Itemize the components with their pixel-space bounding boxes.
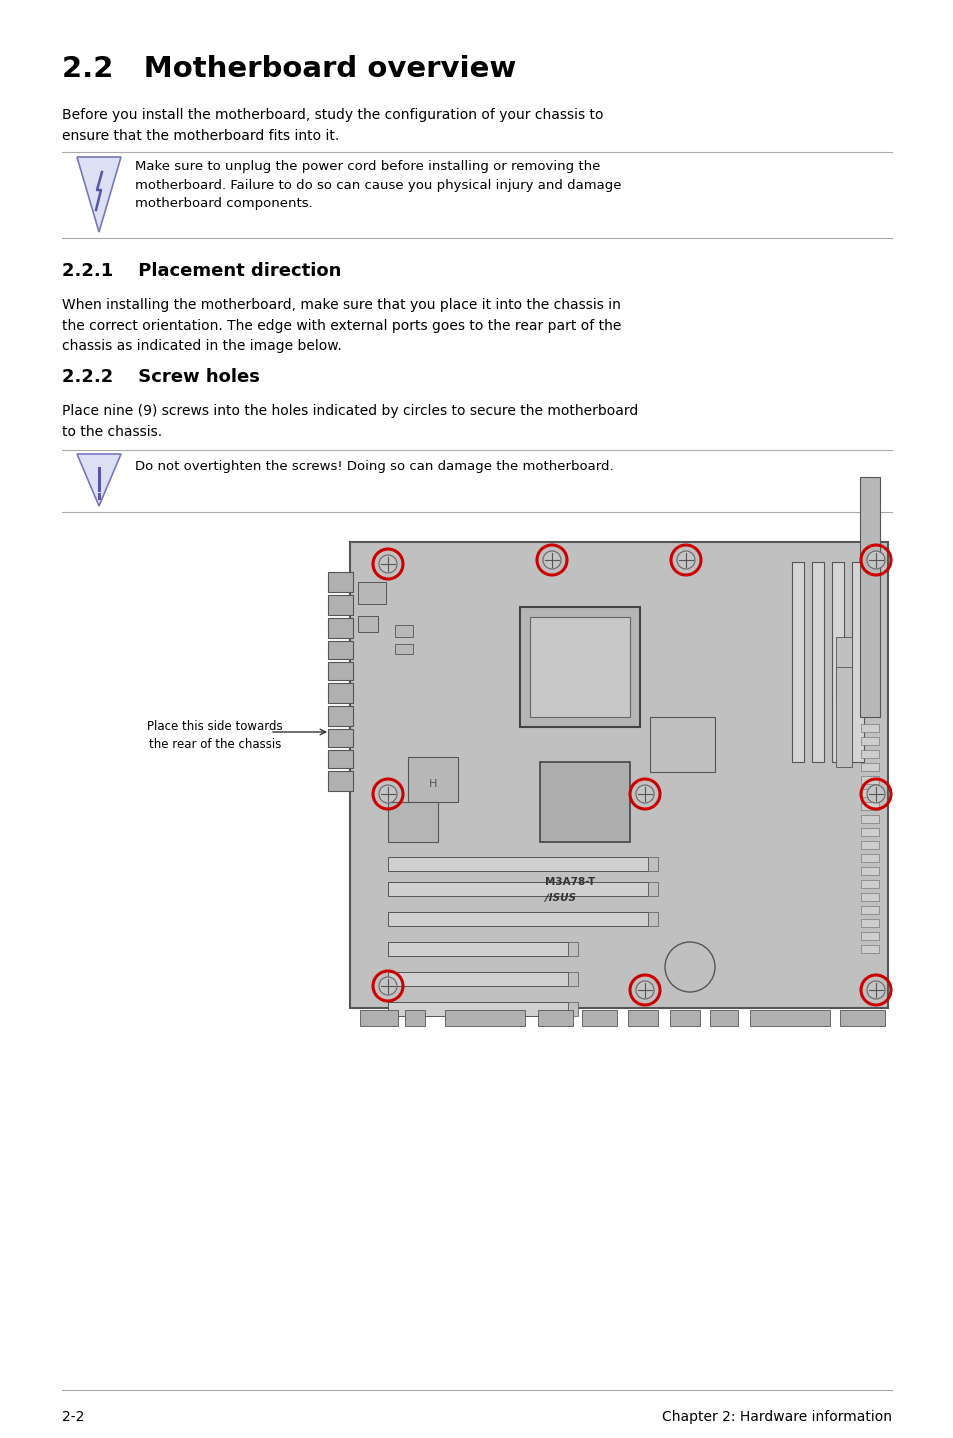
Bar	[388, 942, 567, 956]
Bar	[861, 815, 878, 823]
Bar	[388, 857, 647, 871]
Circle shape	[542, 551, 560, 569]
Bar	[861, 751, 878, 758]
Circle shape	[636, 981, 654, 999]
Bar	[851, 562, 863, 762]
Text: Chapter 2: Hardware information: Chapter 2: Hardware information	[661, 1411, 891, 1424]
Text: ∕ISUS: ∕ISUS	[544, 892, 576, 902]
Bar	[395, 626, 413, 637]
Bar	[649, 718, 714, 772]
Bar	[328, 572, 353, 592]
Bar	[861, 867, 878, 874]
Bar	[328, 683, 353, 703]
Text: Do not overtighten the screws! Doing so can damage the motherboard.: Do not overtighten the screws! Doing so …	[135, 460, 613, 473]
Bar	[861, 893, 878, 902]
Bar	[567, 972, 578, 986]
Circle shape	[664, 942, 714, 992]
Bar	[530, 617, 629, 718]
Bar	[647, 857, 658, 871]
Bar	[709, 1009, 738, 1025]
Bar	[861, 945, 878, 953]
Text: M3A78-T: M3A78-T	[544, 877, 595, 887]
Bar	[328, 771, 353, 791]
Bar	[359, 1009, 397, 1025]
Bar	[328, 706, 353, 726]
Bar	[395, 644, 413, 654]
Text: 2.2   Motherboard overview: 2.2 Motherboard overview	[62, 55, 516, 83]
Bar	[519, 607, 639, 728]
Bar	[357, 615, 377, 631]
Bar	[328, 729, 353, 746]
Bar	[627, 1009, 658, 1025]
Text: Place this side towards
the rear of the chassis: Place this side towards the rear of the …	[147, 720, 282, 751]
Bar	[861, 738, 878, 745]
Bar	[669, 1009, 700, 1025]
Bar	[567, 1002, 578, 1017]
Bar	[328, 595, 353, 615]
Text: When installing the motherboard, make sure that you place it into the chassis in: When installing the motherboard, make su…	[62, 298, 620, 354]
Circle shape	[378, 976, 396, 995]
Bar	[861, 789, 878, 797]
Bar	[861, 828, 878, 835]
Bar	[861, 802, 878, 810]
Text: Place nine (9) screws into the holes indicated by circles to secure the motherbo: Place nine (9) screws into the holes ind…	[62, 404, 638, 439]
Bar	[388, 881, 647, 896]
Text: 2-2: 2-2	[62, 1411, 84, 1424]
Bar	[388, 802, 437, 843]
Circle shape	[866, 551, 884, 569]
Text: H: H	[428, 779, 436, 789]
Bar	[328, 751, 353, 768]
Bar	[357, 582, 386, 604]
Bar	[581, 1009, 617, 1025]
Bar	[859, 477, 879, 718]
Bar	[749, 1009, 829, 1025]
Bar	[861, 854, 878, 861]
Bar	[861, 880, 878, 889]
Bar	[831, 562, 843, 762]
Bar	[539, 762, 629, 843]
Bar	[861, 841, 878, 848]
Bar	[328, 661, 353, 680]
Text: Make sure to unplug the power cord before installing or removing the
motherboard: Make sure to unplug the power cord befor…	[135, 160, 620, 210]
Bar	[647, 881, 658, 896]
Bar	[388, 912, 647, 926]
Bar	[537, 1009, 573, 1025]
Bar	[567, 942, 578, 956]
Bar	[835, 667, 851, 766]
Bar	[840, 1009, 884, 1025]
Bar	[811, 562, 823, 762]
Bar	[328, 641, 353, 659]
Bar	[861, 906, 878, 915]
Circle shape	[866, 785, 884, 802]
Bar	[835, 637, 851, 697]
Bar	[861, 764, 878, 771]
Circle shape	[636, 785, 654, 802]
Bar	[861, 932, 878, 940]
Bar	[791, 562, 803, 762]
Bar	[444, 1009, 524, 1025]
Text: 2.2.1    Placement direction: 2.2.1 Placement direction	[62, 262, 341, 280]
Bar	[408, 756, 457, 802]
Bar	[405, 1009, 424, 1025]
Bar	[647, 912, 658, 926]
Bar	[350, 542, 887, 1008]
Polygon shape	[77, 157, 121, 232]
Polygon shape	[77, 454, 121, 506]
Bar	[388, 1002, 567, 1017]
Bar	[861, 777, 878, 784]
Circle shape	[378, 785, 396, 802]
Bar	[861, 919, 878, 928]
Circle shape	[677, 551, 695, 569]
Bar	[388, 972, 567, 986]
Text: 2.2.2    Screw holes: 2.2.2 Screw holes	[62, 368, 259, 385]
Circle shape	[866, 981, 884, 999]
Text: Before you install the motherboard, study the configuration of your chassis to
e: Before you install the motherboard, stud…	[62, 108, 603, 142]
Bar	[861, 723, 878, 732]
Circle shape	[378, 555, 396, 572]
Bar	[328, 618, 353, 638]
